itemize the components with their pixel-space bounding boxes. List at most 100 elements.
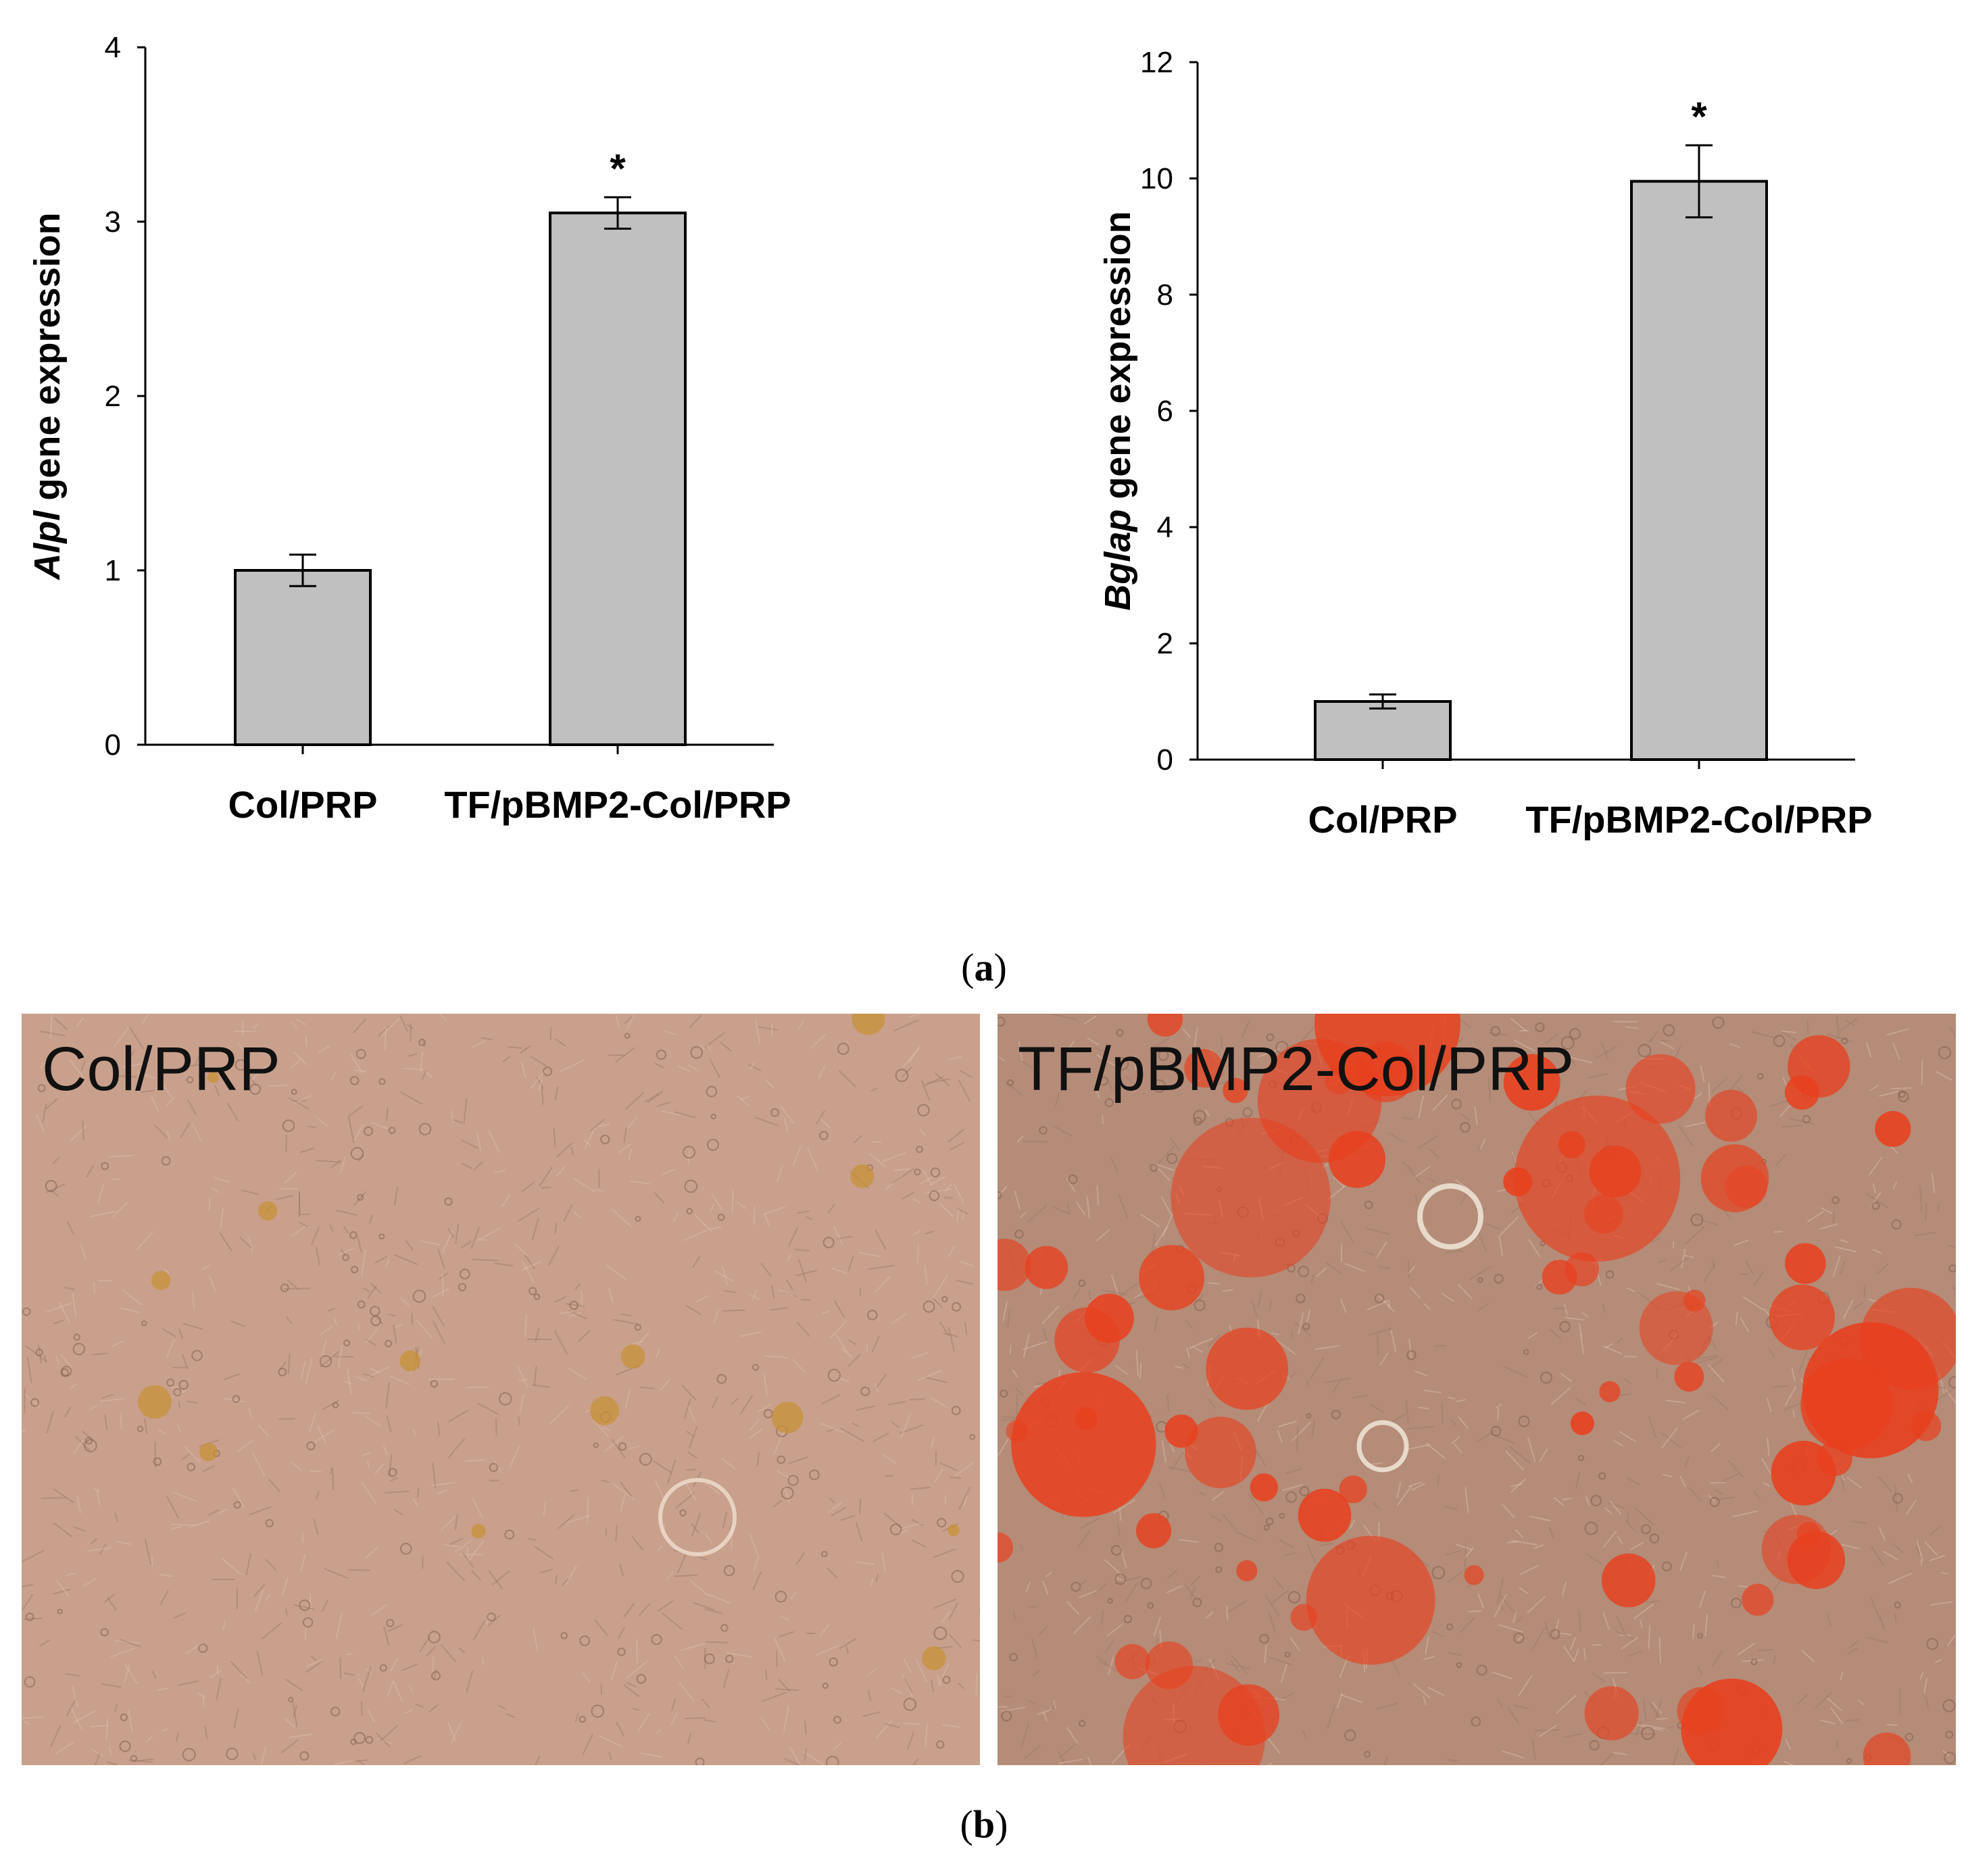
cell — [487, 1612, 496, 1622]
cell-texture — [762, 1206, 786, 1215]
micrograph-tf-pbmp2-image — [998, 1014, 1956, 1765]
cell-texture — [1579, 1333, 1585, 1355]
cell-texture — [1534, 1729, 1560, 1731]
cell-texture — [1316, 1267, 1327, 1277]
cell-texture — [797, 1210, 810, 1214]
cell — [543, 1066, 553, 1077]
cell-texture — [610, 1661, 618, 1681]
cell-texture — [1608, 1502, 1625, 1509]
cell-texture — [868, 1690, 872, 1702]
cell — [342, 1254, 349, 1262]
cell-texture — [226, 1102, 239, 1122]
cell-texture — [1479, 1137, 1487, 1150]
cell — [399, 1543, 412, 1555]
cell-texture — [530, 1056, 547, 1067]
cell-texture — [1502, 1750, 1525, 1759]
cell-texture — [885, 1475, 894, 1477]
cell-texture — [605, 1264, 627, 1281]
bar — [234, 569, 372, 746]
cell-texture — [660, 1379, 670, 1391]
cell-texture — [776, 1164, 784, 1183]
cell-texture — [927, 1078, 950, 1084]
cell-texture — [334, 1760, 352, 1765]
cell — [937, 1518, 947, 1528]
cell-texture — [1684, 1122, 1706, 1128]
cell-texture — [212, 1187, 220, 1193]
cell-texture — [1280, 1664, 1288, 1683]
calcium-nodule — [1075, 1406, 1098, 1430]
cell — [1663, 1024, 1675, 1037]
cell — [916, 1145, 923, 1154]
cell — [1938, 1046, 1951, 1060]
cell — [593, 1442, 599, 1448]
cell-texture — [305, 1358, 313, 1385]
cell-texture — [628, 1148, 633, 1160]
cell — [930, 1167, 941, 1178]
mineral-deposit — [948, 1524, 960, 1536]
cell — [24, 1676, 36, 1688]
cell-texture — [594, 1619, 608, 1636]
cell-texture — [66, 1697, 78, 1717]
cell — [819, 1131, 829, 1140]
cell — [378, 1233, 385, 1240]
cell-texture — [1674, 1045, 1681, 1058]
cell-texture — [46, 1411, 54, 1434]
cell-texture — [819, 1623, 830, 1637]
cell-texture — [1745, 1260, 1754, 1275]
cell-texture — [931, 1437, 935, 1448]
cell-texture — [881, 1552, 886, 1573]
cell — [969, 1433, 976, 1440]
cell-texture — [370, 1283, 382, 1294]
cell-texture — [1298, 1312, 1304, 1335]
cell — [636, 1673, 647, 1684]
cell-texture — [1501, 1503, 1515, 1519]
cell-texture — [471, 1039, 486, 1049]
cell-texture — [949, 1141, 965, 1151]
cell — [679, 1509, 687, 1516]
cell-texture — [1425, 1636, 1430, 1655]
cell — [1944, 1752, 1956, 1764]
cell-texture — [826, 1567, 838, 1579]
cell — [1104, 1098, 1114, 1108]
cell-texture — [1256, 1402, 1269, 1423]
cell-texture — [202, 1694, 205, 1707]
cell-texture — [43, 1355, 48, 1363]
cell-texture — [795, 1248, 810, 1252]
calcium-nodule — [1011, 1372, 1156, 1517]
cell-texture — [1625, 1026, 1639, 1029]
cell-texture — [313, 1519, 319, 1535]
cell-texture — [1390, 1330, 1397, 1353]
cell-texture — [792, 1145, 802, 1166]
cell-texture — [1094, 1046, 1106, 1053]
cell-texture — [498, 1704, 506, 1710]
cell-texture — [900, 1412, 912, 1438]
cell-texture — [694, 1214, 712, 1232]
cell-texture — [230, 1320, 246, 1327]
cell — [1451, 1099, 1462, 1110]
cell-texture — [687, 1732, 692, 1745]
cell-texture — [1206, 1081, 1227, 1089]
category-label: TF/pBMP2-Col/PRP — [1525, 798, 1872, 841]
cell-texture — [437, 1422, 441, 1436]
caption-a-close: ) — [993, 945, 1007, 989]
cell-texture — [291, 1058, 301, 1069]
cell-texture — [1738, 1585, 1749, 1588]
cell-texture — [447, 1721, 457, 1742]
cell-texture — [1657, 1039, 1675, 1050]
cell-texture — [597, 1123, 610, 1128]
cell-texture — [1886, 1028, 1909, 1036]
cell — [430, 1379, 438, 1388]
cell — [683, 1145, 696, 1159]
cell-texture — [1781, 1125, 1803, 1128]
cell-texture — [362, 1666, 372, 1693]
cell-texture — [260, 1746, 267, 1765]
cell — [45, 1180, 57, 1192]
cell-texture — [502, 1056, 511, 1063]
y-axis-label-gene: Bglap — [1098, 510, 1138, 611]
cell-texture — [1444, 1506, 1458, 1510]
cell-texture — [868, 1152, 886, 1167]
cell-texture — [1569, 1056, 1592, 1064]
cell-texture — [1133, 1068, 1146, 1093]
cell-texture — [1292, 1421, 1311, 1441]
cell-texture — [783, 1291, 798, 1298]
